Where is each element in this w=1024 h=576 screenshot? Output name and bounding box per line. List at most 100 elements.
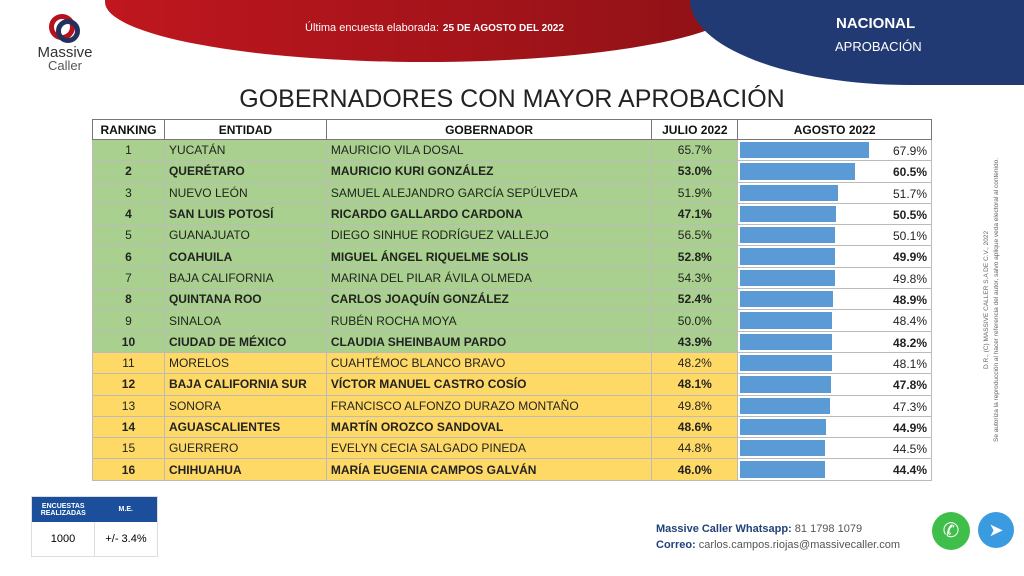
rank-cell: 1 (92, 138, 165, 162)
email-label: Correo: (656, 539, 696, 551)
rank-cell: 5 (92, 224, 165, 247)
agosto-bar (740, 333, 832, 350)
julio-cell: 49.8% (651, 394, 739, 417)
gobernador-cell: DIEGO SINHUE RODRÍGUEZ VALLEJO (325, 224, 653, 247)
julio-cell: 48.2% (651, 351, 739, 375)
gobernador-cell: MAURICIO VILA DOSAL (325, 138, 653, 162)
julio-cell: 52.8% (651, 245, 739, 268)
logo-text-2: Caller (48, 58, 82, 73)
agosto-value: 50.5% (892, 207, 927, 222)
agosto-value: 47.3% (892, 399, 927, 414)
julio-cell: 65.7% (651, 138, 739, 162)
entidad-cell: NUEVO LEÓN (163, 181, 327, 204)
agosto-bar (740, 248, 836, 265)
entidad-cell: CIUDAD DE MÉXICO (163, 330, 327, 353)
scope-label: NACIONAL (836, 15, 916, 32)
gobernador-cell: MARINA DEL PILAR ÁVILA OLMEDA (325, 266, 653, 290)
agosto-cell: 48.9% (737, 288, 932, 311)
table-row: 15 GUERRERO EVELYN CECIA SALGADO PINEDA … (92, 437, 932, 460)
agosto-bar (740, 376, 832, 393)
gobernador-cell: MARÍA EUGENIA CAMPOS GALVÁN (325, 458, 653, 481)
agosto-bar (740, 205, 837, 223)
agosto-cell: 44.4% (737, 458, 932, 481)
agosto-bar (740, 312, 833, 329)
rank-cell: 2 (92, 160, 165, 183)
julio-cell: 46.0% (651, 458, 739, 481)
entidad-cell: MORELOS (163, 351, 327, 375)
contact-info: Massive Caller Whatsapp: 81 1798 1079 Co… (656, 521, 900, 553)
rank-cell: 15 (92, 437, 165, 460)
agosto-cell: 49.9% (737, 245, 932, 268)
entidad-cell: SAN LUIS POTOSÍ (163, 202, 327, 226)
table-row: 11 MORELOS CUAHTÉMOC BLANCO BRAVO 48.2% … (92, 351, 932, 375)
rank-cell: 7 (92, 266, 165, 290)
rank-cell: 16 (92, 458, 165, 481)
table-row: 10 CIUDAD DE MÉXICO CLAUDIA SHEINBAUM PA… (92, 330, 932, 353)
agosto-cell: 50.1% (737, 224, 932, 247)
gobernador-cell: RUBÉN ROCHA MOYA (325, 309, 653, 332)
agosto-value: 48.9% (892, 293, 927, 308)
entidad-cell: COAHUILA (163, 245, 327, 268)
col-gobernador: GOBERNADOR (325, 119, 653, 140)
julio-cell: 47.1% (651, 202, 739, 226)
table-row: 5 GUANAJUATO DIEGO SINHUE RODRÍGUEZ VALL… (92, 224, 932, 247)
julio-cell: 50.0% (651, 309, 739, 332)
table-row: 12 BAJA CALIFORNIA SUR VÍCTOR MANUEL CAS… (92, 373, 932, 396)
agosto-bar (740, 397, 831, 414)
entidad-cell: SONORA (163, 394, 327, 417)
julio-cell: 48.6% (651, 415, 739, 439)
stats-header-me: M.E. (118, 506, 133, 513)
agosto-bar (740, 163, 856, 180)
agosto-bar (740, 440, 825, 457)
julio-cell: 43.9% (651, 330, 739, 353)
rank-cell: 4 (92, 202, 165, 226)
survey-date: Última encuesta elaborada: 25 DE AGOSTO D… (305, 22, 564, 34)
entidad-cell: AGUASCALIENTES (163, 415, 327, 439)
stats-header-surveys: ENCUESTAS REALIZADAS (40, 502, 86, 517)
agosto-value: 67.9% (892, 144, 927, 158)
survey-label: Última encuesta elaborada: (305, 22, 439, 34)
agosto-value: 44.4% (892, 463, 927, 478)
agosto-bar (740, 184, 839, 201)
survey-stats: ENCUESTAS REALIZADAS M.E. 1000 +/- 3.4% (31, 496, 158, 557)
julio-cell: 52.4% (651, 288, 739, 311)
rank-cell: 8 (92, 288, 165, 311)
julio-cell: 56.5% (651, 224, 739, 247)
massive-caller-logo: Massive Caller (30, 12, 100, 72)
copyright-note: D.R., (C) MASSIVE CALLER S.A DE C.V., 20… (982, 110, 1006, 490)
rank-cell: 12 (92, 373, 165, 396)
agosto-cell: 49.8% (737, 266, 932, 290)
agosto-value: 47.8% (892, 378, 927, 393)
whatsapp-icon[interactable]: ✆ (932, 512, 970, 550)
agosto-bar (740, 418, 826, 436)
telegram-icon[interactable]: ➤ (978, 512, 1014, 548)
julio-cell: 53.0% (651, 160, 739, 183)
agosto-cell: 44.9% (737, 415, 932, 439)
whatsapp-label: Massive Caller Whatsapp: (656, 523, 792, 535)
topic-label: APROBACIÓN (835, 39, 922, 54)
gobernador-cell: CLAUDIA SHEINBAUM PARDO (325, 330, 653, 353)
logo-text: Massive (37, 44, 93, 61)
agosto-cell: 47.3% (737, 394, 932, 417)
gobernador-cell: RICARDO GALLARDO CARDONA (325, 202, 653, 226)
entidad-cell: GUERRERO (163, 437, 327, 460)
agosto-cell: 47.8% (737, 373, 932, 396)
entidad-cell: BAJA CALIFORNIA SUR (163, 373, 327, 396)
ranking-table: RANKING ENTIDAD GOBERNADOR JULIO 2022 AG… (92, 119, 932, 481)
col-ranking: RANKING (92, 119, 165, 140)
table-row: 14 AGUASCALIENTES MARTÍN OROZCO SANDOVAL… (92, 415, 932, 439)
entidad-cell: QUERÉTARO (163, 160, 327, 183)
table-row: 9 SINALOA RUBÉN ROCHA MOYA 50.0% 48.4% (92, 309, 932, 332)
agosto-bar (740, 269, 835, 287)
agosto-value: 48.2% (892, 335, 927, 350)
rank-cell: 6 (92, 245, 165, 268)
col-entidad: ENTIDAD (163, 119, 327, 140)
agosto-value: 60.5% (892, 165, 927, 180)
rank-cell: 11 (92, 351, 165, 375)
table-row: 1 YUCATÁN MAURICIO VILA DOSAL 65.7% 67.9… (92, 138, 932, 162)
agosto-value: 49.8% (892, 271, 927, 286)
agosto-cell: 48.2% (737, 330, 932, 353)
agosto-value: 49.9% (892, 250, 927, 265)
agosto-cell: 50.5% (737, 202, 932, 226)
copyright-line: D.R., (C) MASSIVE CALLER S.A DE C.V., 20… (983, 230, 990, 370)
